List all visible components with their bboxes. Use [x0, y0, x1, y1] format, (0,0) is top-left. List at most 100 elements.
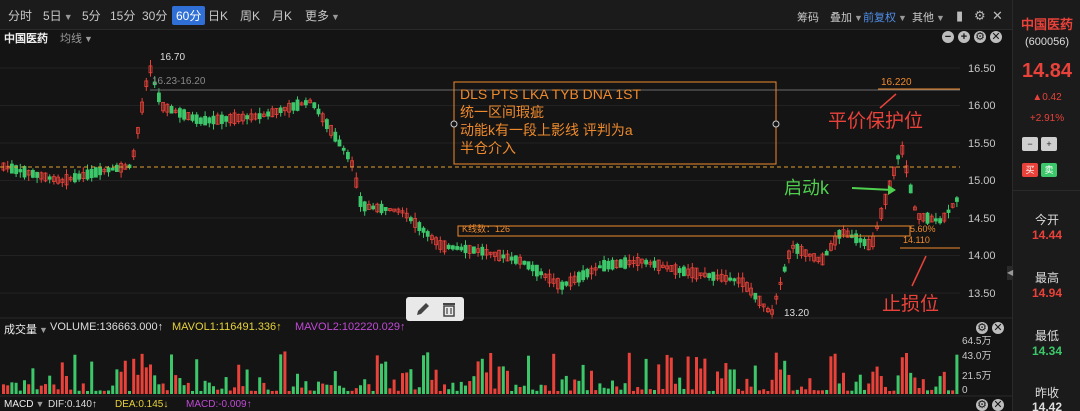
- chevron-down-icon: ▼: [35, 399, 45, 409]
- period-tab-30min[interactable]: 30分: [142, 9, 168, 23]
- period-tab-60min[interactable]: 60分: [172, 6, 206, 25]
- candle: [694, 267, 699, 280]
- candle: [703, 272, 707, 278]
- volume-bar: [774, 352, 778, 394]
- volume-bar: [917, 387, 921, 394]
- volume-bar: [380, 363, 383, 394]
- candle: [392, 208, 397, 212]
- macd-title[interactable]: MACD ▼: [4, 399, 44, 410]
- close-icon[interactable]: ✕: [992, 8, 1003, 23]
- prev-close-label: 昨收: [1034, 386, 1059, 400]
- volume-bar: [653, 389, 656, 394]
- volume-bar: [606, 388, 610, 394]
- quote-change: ▲0.42: [1032, 92, 1062, 103]
- minus-button[interactable]: −: [1022, 137, 1038, 151]
- resize-handle[interactable]: [772, 120, 780, 128]
- volume-bar: [90, 361, 94, 394]
- period-tab-15min[interactable]: 15分: [110, 9, 136, 23]
- volume-bar: [556, 390, 560, 394]
- candle: [127, 164, 132, 169]
- volume-bar: [472, 376, 476, 394]
- volume-bar: [573, 379, 577, 394]
- period-toolbar: 分时 5日 ▼ 5分 15分 30分 60分 日K 周K 月K 更多 ▼ 筹码 叠加…: [0, 0, 1012, 30]
- candle: [240, 113, 245, 122]
- volume-bar: [791, 390, 795, 394]
- ma-selector[interactable]: 均线 ▼: [60, 30, 93, 46]
- collapse-panel-icon[interactable]: ◀: [1007, 266, 1013, 280]
- candle: [18, 169, 23, 173]
- close-icon[interactable]: ✕: [992, 399, 1004, 411]
- candle: [156, 92, 161, 103]
- buy-button[interactable]: 买: [1022, 163, 1038, 177]
- candle: [896, 155, 900, 160]
- arrow-icon: [911, 255, 927, 287]
- settings-icon[interactable]: ⚙: [974, 31, 986, 43]
- volume-bar: [228, 390, 232, 394]
- candle: [766, 307, 770, 313]
- chips-button[interactable]: 筹码: [797, 12, 819, 24]
- candle: [543, 273, 548, 279]
- volume-bar: [35, 389, 39, 394]
- volume-bar: [149, 364, 152, 394]
- volume-bar: [577, 380, 581, 394]
- close-icon[interactable]: ✕: [992, 322, 1004, 334]
- price-tick: 16.00: [968, 100, 996, 112]
- candle: [707, 273, 711, 278]
- candle: [274, 108, 279, 115]
- volume-bar: [23, 380, 26, 394]
- candle: [215, 114, 220, 125]
- volume-bar: [627, 352, 631, 394]
- volume-bar: [703, 358, 707, 394]
- period-tab-5min[interactable]: 5分: [82, 9, 101, 23]
- bar-chart-icon[interactable]: ▮: [956, 8, 964, 23]
- period-tab-day[interactable]: 日K: [208, 9, 229, 23]
- sell-button[interactable]: 卖: [1041, 163, 1057, 177]
- period-tab-week[interactable]: 周K: [240, 9, 261, 23]
- resize-handle[interactable]: [450, 120, 458, 128]
- candle: [484, 249, 489, 256]
- volume-value: VOLUME:136663.000↑: [50, 321, 164, 333]
- candle: [47, 176, 52, 180]
- volume-bar: [468, 381, 472, 394]
- candle: [362, 201, 367, 212]
- trash-icon[interactable]: [440, 300, 458, 318]
- pencil-icon[interactable]: [414, 300, 432, 318]
- adjust-button[interactable]: 前复权 ▼: [863, 9, 907, 25]
- overlay-button[interactable]: 叠加 ▼: [830, 9, 863, 25]
- period-tab-month[interactable]: 月K: [272, 9, 293, 23]
- volume-bar: [636, 387, 640, 394]
- candle: [169, 105, 174, 114]
- candle: [198, 117, 203, 124]
- candle: [900, 144, 905, 155]
- minus-icon[interactable]: −: [942, 31, 954, 43]
- volume-bar: [501, 366, 505, 394]
- plus-icon[interactable]: +: [958, 31, 970, 43]
- period-tab-fenshi[interactable]: 分时: [8, 9, 33, 23]
- volume-bar: [417, 387, 421, 394]
- macd-dif: DIF:0.140↑: [48, 399, 97, 410]
- high-label: 最高: [1034, 271, 1059, 285]
- chevron-down-icon: ▼: [84, 34, 93, 44]
- settings-icon[interactable]: ⚙: [974, 8, 986, 23]
- kline-chart[interactable]: 16.50 16.00 15.50 15.00 14.50 14.00 13.5…: [0, 46, 1012, 411]
- other-button[interactable]: 其他 ▼: [912, 9, 945, 25]
- period-tab-more[interactable]: 更多 ▼: [305, 7, 340, 24]
- volume-bar: [955, 354, 959, 394]
- candle: [152, 81, 157, 86]
- adjust-label: 前复权: [863, 12, 896, 24]
- settings-icon[interactable]: ⚙: [976, 322, 988, 334]
- volume-title[interactable]: 成交量 ▼: [4, 321, 48, 337]
- volume-bar: [6, 385, 10, 394]
- volume-bar: [795, 389, 799, 394]
- candle: [589, 267, 594, 275]
- settings-icon[interactable]: ⚙: [976, 399, 988, 411]
- close-icon[interactable]: ✕: [990, 31, 1002, 43]
- plus-button[interactable]: +: [1041, 137, 1057, 151]
- volume-bar: [753, 365, 757, 394]
- candle: [303, 100, 308, 106]
- volume-bar: [455, 390, 459, 394]
- candle: [669, 265, 674, 272]
- candle: [791, 244, 795, 249]
- volume-bar: [535, 390, 539, 394]
- period-tab-5day[interactable]: 5日 ▼: [43, 7, 73, 24]
